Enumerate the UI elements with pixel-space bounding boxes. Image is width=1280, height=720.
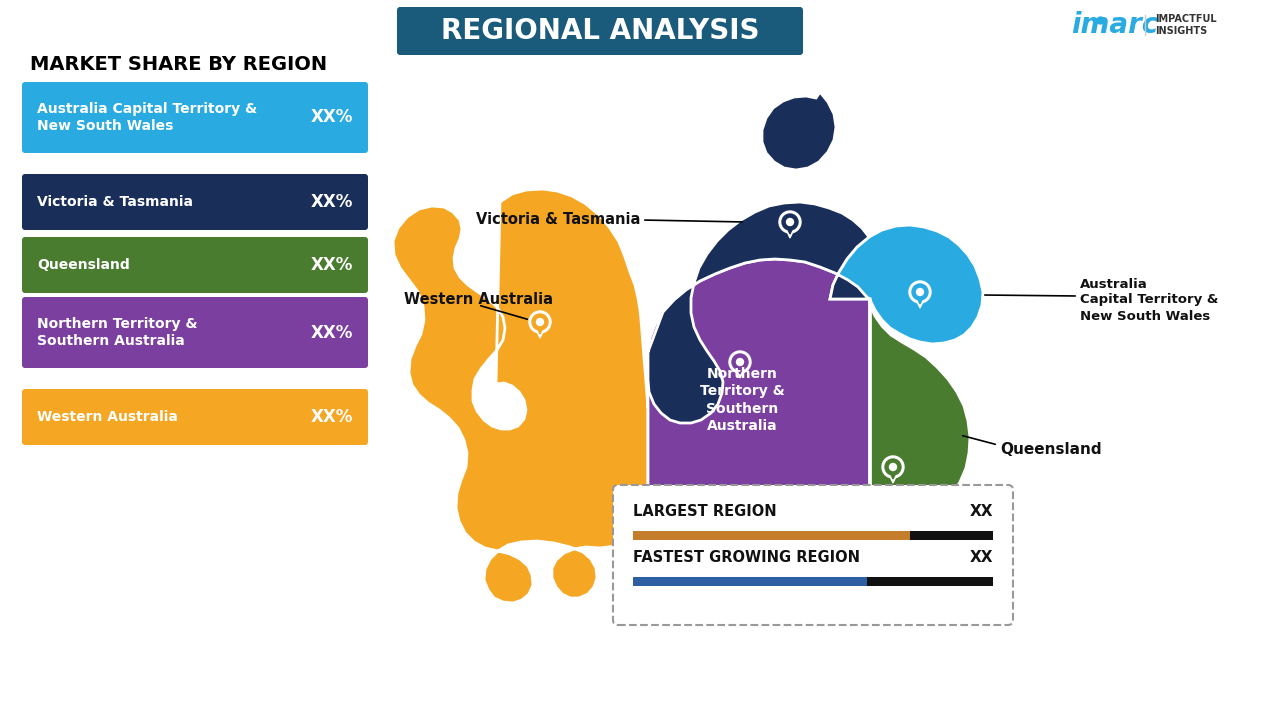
Circle shape — [882, 456, 904, 478]
Text: imarc: imarc — [1071, 11, 1158, 39]
Bar — [634, 577, 867, 585]
FancyBboxPatch shape — [22, 174, 369, 230]
Text: IMPACTFUL
INSIGHTS: IMPACTFUL INSIGHTS — [1155, 14, 1216, 36]
Text: LARGEST REGION: LARGEST REGION — [634, 505, 777, 520]
Polygon shape — [648, 190, 870, 537]
Circle shape — [884, 459, 901, 475]
Text: Northern Territory &
Southern Australia: Northern Territory & Southern Australia — [37, 317, 197, 348]
Text: Australia Capital Territory &
New South Wales: Australia Capital Territory & New South … — [37, 102, 257, 133]
FancyBboxPatch shape — [397, 7, 803, 55]
Text: XX%: XX% — [311, 323, 353, 341]
Text: FASTEST GROWING REGION: FASTEST GROWING REGION — [634, 551, 860, 565]
Polygon shape — [786, 226, 794, 234]
Polygon shape — [762, 92, 836, 170]
Polygon shape — [393, 189, 648, 603]
Text: Queensland: Queensland — [1000, 443, 1102, 457]
Polygon shape — [813, 300, 970, 612]
Circle shape — [532, 314, 548, 330]
Text: Western Australia: Western Australia — [403, 292, 553, 307]
Circle shape — [529, 311, 550, 333]
FancyBboxPatch shape — [22, 82, 369, 153]
FancyBboxPatch shape — [613, 485, 1012, 625]
Circle shape — [916, 289, 923, 295]
Circle shape — [909, 281, 931, 303]
FancyBboxPatch shape — [22, 237, 369, 293]
Polygon shape — [535, 327, 545, 338]
Circle shape — [786, 218, 794, 225]
FancyBboxPatch shape — [22, 389, 369, 445]
Circle shape — [730, 351, 751, 373]
Polygon shape — [890, 471, 896, 479]
Text: Western Australia: Western Australia — [37, 410, 178, 424]
FancyBboxPatch shape — [22, 297, 369, 368]
Circle shape — [536, 318, 544, 325]
Polygon shape — [888, 472, 899, 483]
Polygon shape — [915, 297, 925, 308]
Polygon shape — [736, 366, 744, 374]
Circle shape — [780, 211, 801, 233]
Text: XX%: XX% — [311, 256, 353, 274]
Polygon shape — [648, 190, 870, 423]
Text: Victoria & Tasmania: Victoria & Tasmania — [37, 195, 193, 209]
Text: XX%: XX% — [311, 193, 353, 211]
Text: REGIONAL ANALYSIS: REGIONAL ANALYSIS — [440, 17, 759, 45]
Text: XX: XX — [969, 505, 993, 520]
Text: XX: XX — [969, 551, 993, 565]
Text: MARKET SHARE BY REGION: MARKET SHARE BY REGION — [29, 55, 328, 74]
Polygon shape — [735, 367, 745, 378]
Text: Australia
Capital Territory &
New South Wales: Australia Capital Territory & New South … — [1080, 277, 1219, 323]
Text: XX%: XX% — [311, 109, 353, 127]
Circle shape — [736, 359, 744, 366]
Polygon shape — [785, 227, 795, 238]
Bar — [867, 577, 993, 585]
Circle shape — [782, 214, 797, 230]
Circle shape — [890, 464, 896, 470]
Circle shape — [911, 284, 928, 300]
Polygon shape — [536, 326, 544, 334]
Polygon shape — [916, 296, 923, 304]
Bar — [910, 531, 993, 539]
Bar — [634, 531, 910, 539]
Text: Northern
Territory &
Southern
Australia: Northern Territory & Southern Australia — [700, 367, 785, 433]
Polygon shape — [829, 225, 983, 537]
Text: Victoria & Tasmania: Victoria & Tasmania — [476, 212, 640, 228]
Text: Queensland: Queensland — [37, 258, 129, 272]
Circle shape — [732, 354, 748, 370]
Text: XX%: XX% — [311, 408, 353, 426]
